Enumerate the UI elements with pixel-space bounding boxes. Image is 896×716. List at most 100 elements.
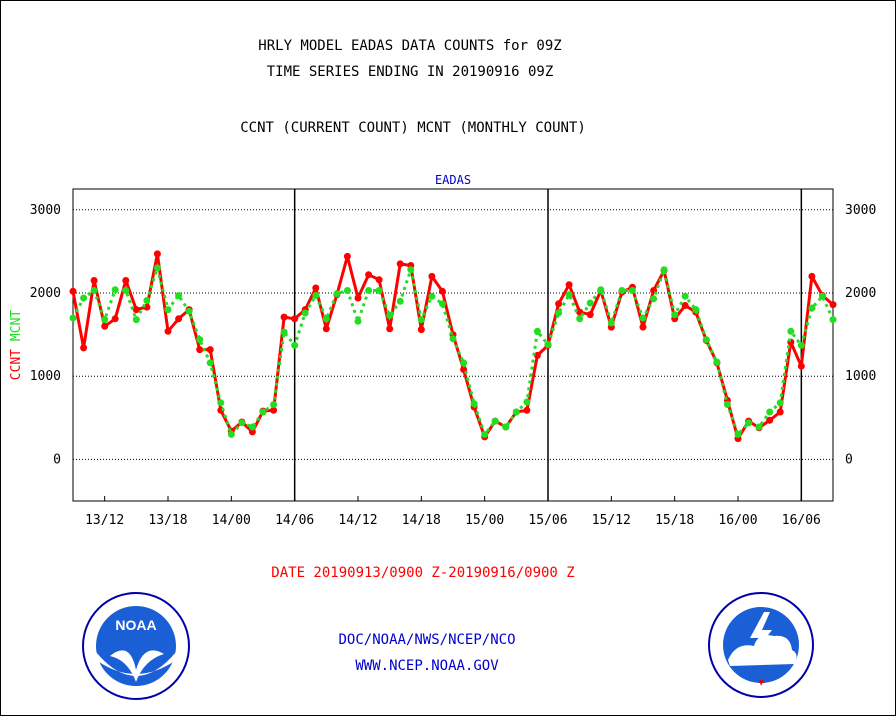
y-tick-label-right: 0 <box>845 452 853 467</box>
y-tick-label-left: 2000 <box>30 286 61 301</box>
data-point-ccnt <box>417 326 425 334</box>
series-line-ccnt <box>71 252 834 441</box>
data-point-mcnt <box>132 316 140 324</box>
data-point-ccnt <box>555 300 563 308</box>
x-tick-label: 13/12 <box>85 513 124 528</box>
chart-title-line2: TIME SERIES ENDING IN 20190916 09Z <box>266 64 554 80</box>
data-point-mcnt <box>143 297 151 304</box>
data-point-mcnt <box>681 292 689 300</box>
data-point-mcnt <box>808 304 816 312</box>
data-point-ccnt <box>132 306 140 314</box>
date-range-label: DATE 20190913/0900 Z-20190916/0900 Z <box>271 565 575 581</box>
data-point-ccnt <box>829 301 837 309</box>
data-point-mcnt <box>69 314 77 322</box>
data-point-mcnt <box>196 336 204 344</box>
data-point-mcnt <box>597 286 605 294</box>
data-point-mcnt <box>639 314 647 322</box>
data-point-mcnt <box>153 264 161 272</box>
data-point-mcnt <box>111 286 119 294</box>
data-point-mcnt <box>301 309 309 317</box>
data-point-mcnt <box>343 287 351 294</box>
data-point-mcnt <box>544 341 552 349</box>
data-point-mcnt <box>291 341 299 349</box>
data-point-mcnt <box>322 315 330 323</box>
data-point-mcnt <box>217 399 225 407</box>
data-point-mcnt <box>460 359 468 367</box>
data-point-ccnt <box>565 281 573 289</box>
data-point-ccnt <box>776 408 784 416</box>
x-tick-label: 15/18 <box>655 513 694 528</box>
data-point-mcnt <box>333 290 341 298</box>
data-point-mcnt <box>723 401 731 408</box>
data-point-ccnt <box>533 351 541 359</box>
x-tick-label: 16/06 <box>782 513 821 528</box>
data-point-mcnt <box>818 292 826 300</box>
nws-logo-icon <box>708 592 814 698</box>
data-point-mcnt <box>565 291 573 299</box>
data-point-ccnt <box>122 277 130 284</box>
data-point-ccnt <box>248 428 256 436</box>
data-point-mcnt <box>101 316 109 324</box>
data-point-mcnt <box>312 292 320 299</box>
data-point-ccnt <box>164 327 172 335</box>
data-point-ccnt <box>153 250 161 258</box>
data-point-ccnt <box>375 276 383 284</box>
data-point-ccnt <box>586 311 594 319</box>
noaa-logo-text: NOAA <box>115 617 156 633</box>
data-point-mcnt <box>90 287 98 294</box>
y-axis-label: CCNT MCNT <box>9 310 24 381</box>
data-point-ccnt <box>428 272 436 280</box>
data-point-mcnt <box>259 408 267 416</box>
data-point-mcnt <box>175 292 183 299</box>
data-point-mcnt <box>533 327 541 335</box>
x-tick-label: 14/18 <box>402 513 441 528</box>
data-point-mcnt <box>354 317 362 325</box>
data-point-ccnt <box>206 346 214 354</box>
data-point-mcnt <box>481 430 489 438</box>
data-point-mcnt <box>607 319 615 327</box>
data-point-ccnt <box>196 346 204 354</box>
data-point-ccnt <box>175 315 183 323</box>
data-point-mcnt <box>386 312 394 319</box>
data-point-ccnt <box>111 315 119 323</box>
data-point-ccnt <box>291 315 299 323</box>
y-tick-label-right: 1000 <box>845 369 876 384</box>
data-point-mcnt <box>692 306 700 314</box>
data-point-ccnt <box>386 325 394 333</box>
data-point-ccnt <box>343 252 351 260</box>
x-tick-label: 14/12 <box>338 513 377 528</box>
data-point-mcnt <box>512 408 520 416</box>
data-point-mcnt <box>80 294 88 302</box>
data-point-mcnt <box>280 328 288 336</box>
data-point-mcnt <box>449 335 457 343</box>
data-point-ccnt <box>312 284 320 292</box>
chart-subtitle: EADAS <box>435 173 471 187</box>
data-point-ccnt <box>797 362 805 370</box>
data-point-mcnt <box>470 400 478 408</box>
data-point-ccnt <box>280 313 288 321</box>
y-tick-label-right: 2000 <box>845 286 876 301</box>
data-point-mcnt <box>438 300 446 308</box>
y-tick-label-left: 3000 <box>30 203 61 218</box>
data-point-mcnt <box>766 408 774 416</box>
data-point-mcnt <box>491 417 499 425</box>
y-tick-label-left: 1000 <box>30 369 61 384</box>
data-point-mcnt <box>628 287 636 294</box>
x-tick-label: 13/18 <box>148 513 187 528</box>
website-link[interactable]: WWW.NCEP.NOAA.GOV <box>355 658 499 674</box>
data-point-mcnt <box>502 423 510 431</box>
data-point-mcnt <box>576 315 584 323</box>
data-point-mcnt <box>407 266 415 274</box>
x-tick-label: 15/00 <box>465 513 504 528</box>
chart-title-line1: HRLY MODEL EADAS DATA COUNTS for 09Z <box>258 38 562 54</box>
y-tick-label-left: 0 <box>53 452 61 467</box>
data-point-ccnt <box>681 302 689 309</box>
data-point-mcnt <box>586 299 594 307</box>
data-point-mcnt <box>523 398 531 406</box>
data-point-ccnt <box>639 323 647 331</box>
data-point-mcnt <box>787 327 795 335</box>
data-point-ccnt <box>365 271 373 279</box>
x-tick-label: 16/00 <box>718 513 757 528</box>
org-label: DOC/NOAA/NWS/NCEP/NCO <box>338 632 516 648</box>
